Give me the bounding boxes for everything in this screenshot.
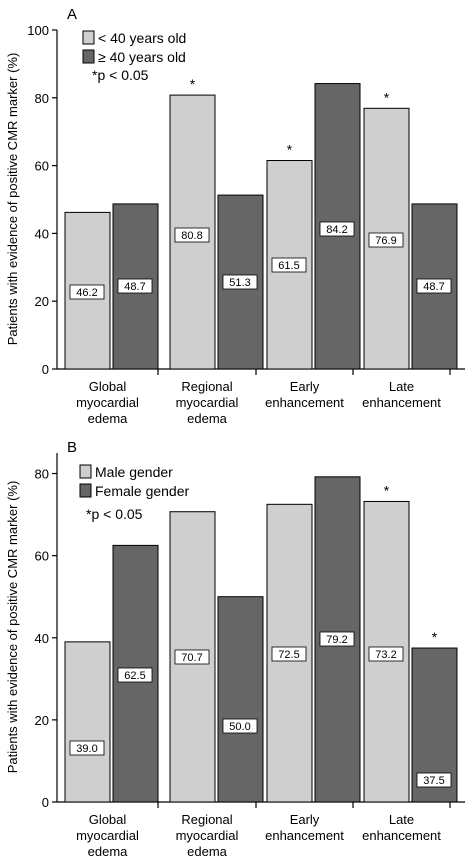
x-tick-label: myocardial (176, 395, 239, 410)
data-label-box (174, 227, 210, 243)
y-tick-label: 0 (42, 362, 49, 377)
significance-mark: * (384, 89, 390, 105)
significance-note: *p < 0.05 (86, 506, 143, 522)
data-label-box (69, 284, 105, 300)
data-label-box (368, 646, 404, 662)
data-label: 73.2 (375, 649, 396, 661)
panel-a: A Patients with evidence of positive CMR … (5, 6, 465, 426)
panel-b: B Patients with evidence of positive CMR … (5, 439, 465, 859)
legend-label: Female gender (95, 483, 190, 499)
legend-label: Male gender (95, 464, 173, 480)
bar (64, 641, 111, 803)
x-tick-label: myocardial (176, 828, 239, 843)
x-tick-label: Late (389, 379, 414, 394)
x-tick-label: edema (88, 844, 129, 859)
x-tick-label: edema (187, 844, 228, 859)
x-tick-label: enhancement (362, 828, 441, 843)
data-label-box (368, 232, 404, 248)
data-label: 84.2 (326, 224, 347, 236)
data-label-box (222, 274, 258, 290)
x-tick-label: Global (89, 812, 127, 827)
data-label-box (174, 649, 210, 665)
y-axis-label: Patients with evidence of positive CMR m… (5, 481, 20, 774)
data-label: 79.2 (326, 634, 347, 646)
data-label-box (319, 631, 355, 647)
x-tick-label: myocardial (76, 828, 139, 843)
data-label-box (117, 667, 153, 683)
legend-swatch (82, 30, 95, 45)
bar (217, 596, 264, 803)
data-label: 37.5 (423, 775, 444, 787)
legend-label: ≥ 40 years old (98, 49, 186, 65)
significance-note: *p < 0.05 (92, 67, 149, 83)
data-label-box (117, 278, 153, 294)
x-tick-label: Early (290, 812, 320, 827)
data-label-box (69, 740, 105, 756)
significance-mark: * (287, 142, 293, 158)
significance-mark: * (432, 629, 438, 645)
data-label: 48.7 (124, 281, 145, 293)
significance-mark: * (190, 76, 196, 92)
x-tick-label: Late (389, 812, 414, 827)
data-label-box (416, 278, 452, 294)
x-tick-label: edema (187, 411, 228, 426)
x-tick-label: Regional (181, 812, 232, 827)
y-tick-label: 40 (35, 226, 49, 241)
data-label: 46.2 (76, 287, 97, 299)
data-label: 72.5 (278, 649, 299, 661)
data-label-box (319, 221, 355, 237)
legend-swatch (79, 483, 92, 498)
y-tick-label: 80 (35, 91, 49, 106)
significance-mark: * (384, 482, 390, 498)
x-tick-label: Early (290, 379, 320, 394)
legend-label: < 40 years old (98, 30, 186, 46)
y-axis-label: Patients with evidence of positive CMR m… (5, 53, 20, 346)
y-tick-label: 20 (35, 294, 49, 309)
data-label-box (271, 646, 307, 662)
y-tick-label: 80 (35, 467, 49, 482)
x-tick-label: Global (89, 379, 127, 394)
data-label: 70.7 (181, 652, 202, 664)
panel-label: B (67, 439, 77, 456)
data-label-box (271, 257, 307, 273)
x-tick-label: edema (88, 411, 129, 426)
data-label: 50.0 (229, 721, 250, 733)
data-label: 80.8 (181, 230, 202, 242)
panel-label: A (67, 6, 77, 23)
legend-swatch (79, 464, 92, 479)
data-label: 39.0 (76, 743, 97, 755)
data-label: 61.5 (278, 260, 299, 272)
y-tick-label: 0 (42, 795, 49, 810)
y-tick-label: 40 (35, 631, 49, 646)
x-tick-label: enhancement (265, 395, 344, 410)
y-tick-label: 100 (27, 23, 49, 38)
data-label: 48.7 (423, 281, 444, 293)
data-label: 76.9 (375, 235, 396, 247)
x-tick-label: enhancement (265, 828, 344, 843)
data-label-box (222, 718, 258, 734)
data-label: 51.3 (229, 277, 250, 289)
x-tick-label: myocardial (76, 395, 139, 410)
y-tick-label: 60 (35, 549, 49, 564)
data-label-box (416, 772, 452, 788)
y-tick-label: 60 (35, 159, 49, 174)
data-label: 62.5 (124, 670, 145, 682)
y-tick-label: 20 (35, 713, 49, 728)
x-tick-label: enhancement (362, 395, 441, 410)
legend-swatch (82, 49, 95, 64)
x-tick-label: Regional (181, 379, 232, 394)
